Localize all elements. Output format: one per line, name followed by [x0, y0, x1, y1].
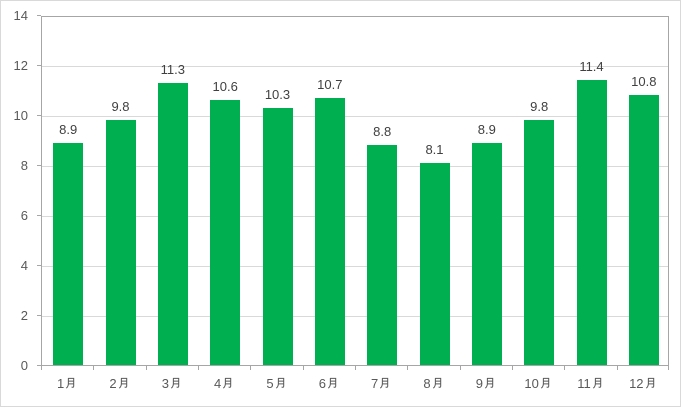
- y-axis-tick-mark: [37, 65, 41, 66]
- month-kanji-glyph: [171, 377, 180, 389]
- y-axis-tick-label: 10: [13, 108, 28, 123]
- x-axis-tick-label-number: 1: [57, 376, 65, 391]
- x-axis-tick-label-number: 9: [475, 376, 483, 391]
- x-axis-tick-mark: [407, 366, 408, 370]
- gridline: [42, 166, 668, 167]
- plot-area: 8.9 9.8 11.3 10.6 10.3 10.7 8.8 8.1 8.9 9.8 11.4 10…: [41, 16, 669, 366]
- month-kanji-glyph: [380, 377, 389, 389]
- x-axis-tick-label-number: 11: [577, 376, 591, 391]
- x-axis-tick-label: 10: [512, 376, 564, 391]
- x-axis-tick-mark: [355, 366, 356, 370]
- bar: [471, 142, 502, 365]
- x-axis-tick-label: 12: [617, 376, 669, 391]
- x-axis-tick-label: 6: [303, 376, 355, 391]
- y-axis-tick-label: 4: [20, 258, 28, 273]
- x-axis-tick-label: 9: [460, 376, 512, 391]
- x-axis-tick-mark: [303, 366, 304, 370]
- month-kanji-glyph: [432, 377, 441, 389]
- y-axis-tick-mark: [37, 215, 41, 216]
- x-axis-tick-mark: [250, 366, 251, 370]
- y-axis-tick-label: 0: [20, 358, 28, 373]
- x-axis-tick-mark: [512, 366, 513, 370]
- x-axis-tick-label: 4: [198, 376, 250, 391]
- x-axis-tick-mark: [617, 366, 618, 370]
- bar: [576, 80, 607, 365]
- y-axis-tick-label: 14: [13, 8, 28, 23]
- bar: [53, 142, 84, 365]
- month-kanji-glyph: [66, 377, 75, 389]
- bar: [157, 82, 188, 365]
- y-axis-tick-label: 2: [20, 308, 28, 323]
- month-kanji-glyph: [592, 377, 601, 389]
- x-axis-tick-label-number: 2: [109, 376, 117, 391]
- x-axis-tick-label-number: 4: [214, 376, 222, 391]
- bar-value-label: 8.9: [59, 121, 78, 137]
- bar-value-label: 8.8: [373, 124, 392, 139]
- bar: [210, 100, 241, 365]
- x-axis-tick-label: 2: [93, 376, 145, 391]
- month-kanji-glyph: [540, 377, 550, 389]
- bar-value-label: 11.3: [160, 61, 185, 77]
- bar: [419, 162, 450, 365]
- month-kanji-glyph: [223, 377, 232, 389]
- x-axis-tick-mark: [564, 366, 565, 370]
- gridline: [42, 216, 668, 217]
- x-axis-tick-label-number: 3: [161, 376, 169, 391]
- bar-value-label: 10.3: [264, 86, 291, 102]
- month-kanji-glyph: [485, 377, 494, 389]
- y-axis-tick-mark: [37, 115, 41, 116]
- x-axis-tick-label-number: 10: [524, 376, 539, 391]
- x-axis-tick-label: 1: [41, 376, 93, 391]
- x-axis-tick-label: 8: [407, 376, 459, 391]
- y-axis-tick-label: 12: [13, 58, 28, 73]
- x-axis-tick-label-number: 12: [629, 376, 644, 391]
- gridline: [42, 316, 668, 317]
- bar-value-label: 10.6: [212, 79, 238, 94]
- bar-value-label: 8.1: [425, 141, 444, 157]
- y-axis-tick-mark: [37, 15, 41, 16]
- bar-value-label: 10.7: [317, 76, 343, 92]
- bar-value-label: 11.4: [579, 59, 604, 74]
- y-axis-tick-mark: [37, 315, 41, 316]
- gridline: [42, 266, 668, 267]
- bar-value-label: 10.8: [631, 74, 657, 89]
- bar: [314, 97, 345, 365]
- bar: [524, 120, 555, 365]
- month-kanji-glyph: [275, 377, 284, 389]
- x-axis-tick-mark: [41, 366, 42, 370]
- x-axis-tick-mark: [198, 366, 199, 370]
- bar-value-label: 9.8: [530, 99, 549, 114]
- bar: [105, 120, 136, 365]
- x-axis-tick-label-number: 6: [318, 376, 326, 391]
- bar: [367, 145, 398, 365]
- gridline: [42, 116, 668, 117]
- x-axis-tick-label: 3: [146, 376, 198, 391]
- y-axis-tick-mark: [37, 165, 41, 166]
- y-axis-tick-mark: [37, 265, 41, 266]
- x-axis-tick-mark: [146, 366, 147, 370]
- gridline: [42, 66, 668, 67]
- month-kanji-glyph: [328, 377, 337, 389]
- x-axis-tick-label-number: 7: [371, 376, 379, 391]
- x-axis-tick-mark: [668, 366, 669, 370]
- bar-value-label: 9.8: [111, 99, 130, 114]
- month-kanji-glyph: [645, 377, 654, 389]
- y-axis-tick-label: 8: [20, 158, 28, 173]
- x-axis-tick-label: 11: [564, 376, 616, 391]
- x-axis-tick-mark: [460, 366, 461, 370]
- x-axis-tick-label: 7: [355, 376, 407, 391]
- month-kanji-glyph: [118, 377, 127, 389]
- y-axis-tick-mark: [37, 365, 41, 366]
- x-axis-tick-label-number: 8: [423, 376, 431, 391]
- y-axis-tick-label: 6: [20, 208, 28, 223]
- x-axis-tick-label-number: 5: [266, 376, 274, 391]
- bar: [628, 95, 659, 365]
- bar-value-label: 8.9: [477, 121, 496, 137]
- x-axis-tick-label: 5: [250, 376, 302, 391]
- x-axis-tick-mark: [93, 366, 94, 370]
- bar: [262, 107, 293, 365]
